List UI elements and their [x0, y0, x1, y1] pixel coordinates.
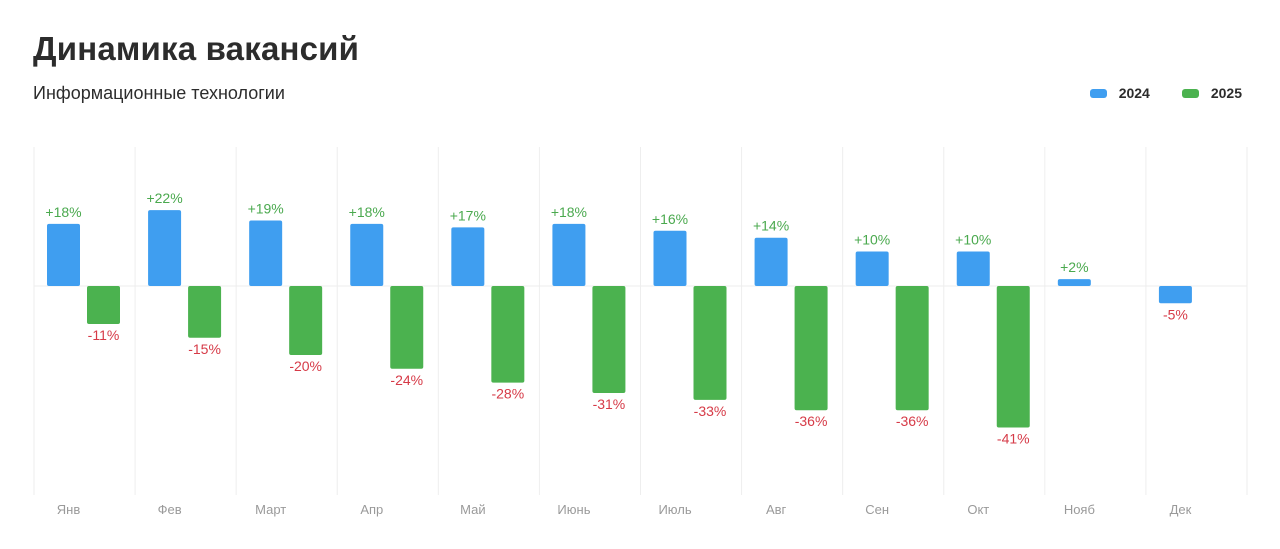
x-tick-label: Окт — [967, 502, 989, 517]
chart-subtitle: Информационные технологии — [33, 83, 285, 103]
data-label: -15% — [188, 341, 221, 357]
bar-2024-Май[interactable] — [451, 227, 485, 286]
data-label: +10% — [955, 232, 991, 248]
x-tick-label: Июль — [658, 502, 691, 517]
data-label: -36% — [795, 413, 828, 429]
data-label: -5% — [1163, 306, 1188, 322]
bar-2024-Март[interactable] — [249, 220, 283, 286]
data-label: +16% — [652, 211, 688, 227]
bar-2024-Нояб[interactable] — [1057, 279, 1091, 286]
x-tick-label: Фев — [158, 502, 182, 517]
bar-2025-Март[interactable] — [289, 286, 323, 355]
legend-item-2025[interactable]: 2025 — [1181, 85, 1242, 101]
data-label: -28% — [491, 386, 524, 402]
data-label: -41% — [997, 430, 1030, 446]
bar-2024-Окт[interactable] — [956, 251, 990, 287]
legend-swatch-2024 — [1089, 88, 1107, 98]
data-label: +2% — [1060, 259, 1088, 275]
bar-2024-Дек[interactable] — [1158, 286, 1192, 304]
x-tick-label: Апр — [360, 502, 383, 517]
data-label: -31% — [593, 396, 626, 412]
x-tick-label: Дек — [1170, 502, 1192, 517]
bar-2025-Апр[interactable] — [390, 286, 424, 369]
bar-2025-Июль[interactable] — [693, 286, 727, 400]
bar-2024-Авг[interactable] — [754, 237, 788, 286]
data-label: +10% — [854, 232, 890, 248]
x-tick-label: Сен — [865, 502, 889, 517]
legend-item-2024[interactable]: 2024 — [1089, 85, 1150, 101]
bar-2024-Сен[interactable] — [855, 251, 889, 287]
bar-2025-Фев[interactable] — [188, 286, 222, 338]
data-label: +19% — [248, 200, 284, 216]
data-label: -33% — [694, 403, 727, 419]
bar-2025-Окт[interactable] — [996, 286, 1030, 428]
data-label: +17% — [450, 207, 486, 223]
x-tick-label: Янв — [57, 502, 81, 517]
data-label: -24% — [390, 372, 423, 388]
bar-2024-Янв[interactable] — [47, 223, 80, 286]
data-label: -36% — [896, 413, 929, 429]
data-label: +18% — [551, 204, 587, 220]
data-label: -11% — [88, 327, 120, 343]
bar-2024-Апр[interactable] — [350, 223, 384, 286]
data-label: +14% — [753, 218, 789, 234]
legend-swatch-2025 — [1181, 88, 1199, 98]
data-label: +22% — [146, 190, 182, 206]
bar-2025-Сен[interactable] — [895, 286, 929, 411]
legend-label-2025: 2025 — [1210, 85, 1242, 101]
x-tick-label: Авг — [766, 502, 787, 517]
data-label: +18% — [45, 204, 81, 220]
x-tick-label: Нояб — [1064, 502, 1095, 517]
data-label: -20% — [289, 358, 322, 374]
x-tick-label: Март — [255, 502, 286, 517]
data-label: +18% — [349, 204, 385, 220]
bar-2024-Июнь[interactable] — [552, 223, 586, 286]
bar-2025-Июнь[interactable] — [592, 286, 626, 393]
bar-2025-Янв[interactable] — [87, 286, 120, 324]
x-tick-label: Май — [460, 502, 485, 517]
bar-2024-Фев[interactable] — [148, 210, 182, 286]
chart-title: Динамика вакансий — [33, 30, 360, 67]
x-tick-label: Июнь — [557, 502, 590, 517]
bar-2025-Май[interactable] — [491, 286, 525, 383]
bar-2025-Авг[interactable] — [794, 286, 828, 411]
legend: 2024 2025 — [1089, 85, 1242, 101]
bar-2024-Июль[interactable] — [653, 230, 687, 286]
legend-label-2024: 2024 — [1118, 85, 1150, 101]
